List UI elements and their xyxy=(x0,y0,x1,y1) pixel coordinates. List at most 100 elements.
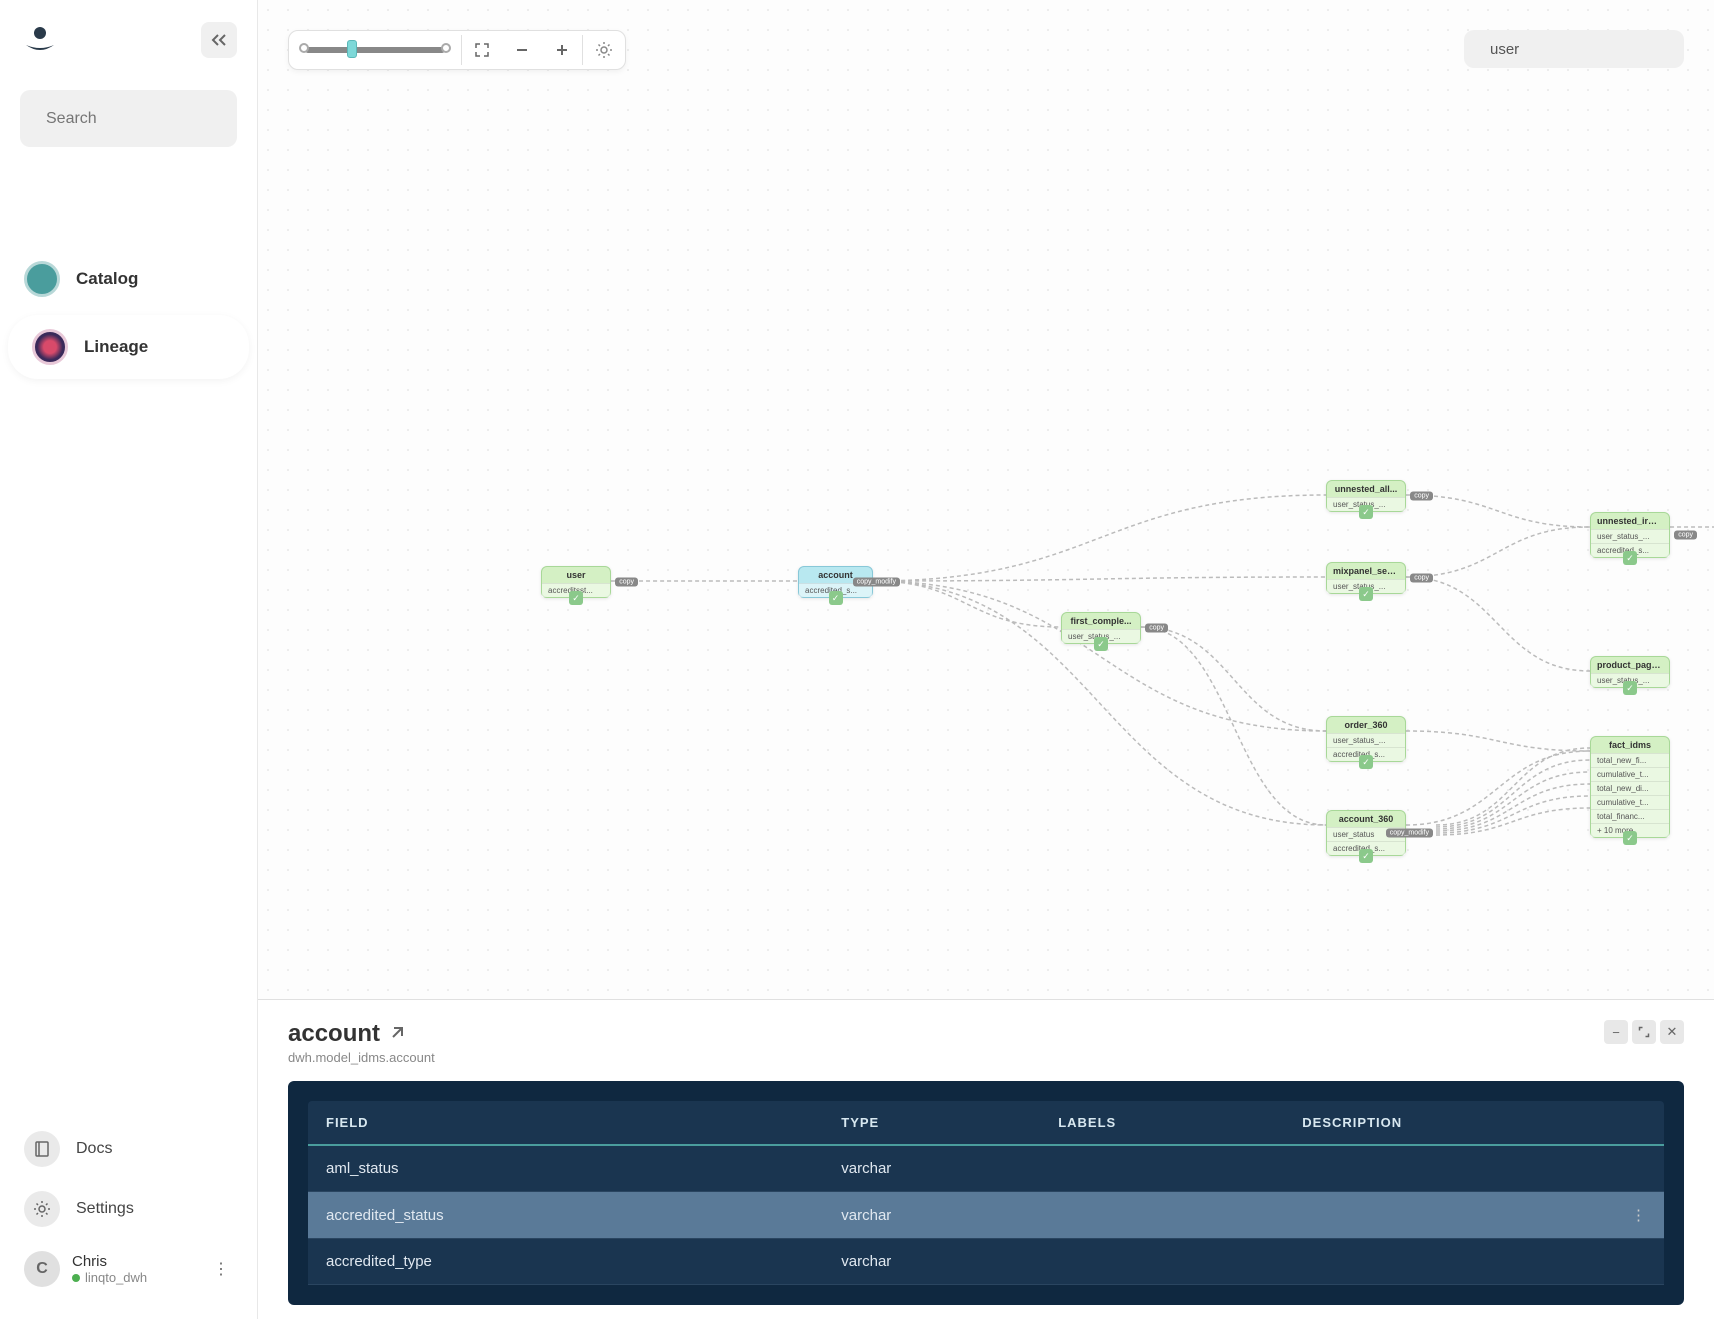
node-field: user_status_... xyxy=(1591,529,1669,543)
expand-icon xyxy=(474,42,490,58)
node-check-icon: ✓ xyxy=(1359,505,1373,519)
canvas-toolbar xyxy=(288,30,626,70)
node-field: user_status_... xyxy=(1327,733,1405,747)
book-icon xyxy=(24,1131,60,1167)
node-title: product_page... xyxy=(1591,657,1669,673)
gear-icon xyxy=(595,41,613,59)
nav-item-lineage[interactable]: Lineage xyxy=(8,315,249,379)
node-field: total_financ... xyxy=(1591,809,1669,823)
expand-button[interactable] xyxy=(462,32,502,68)
lineage-icon xyxy=(32,329,68,365)
detail-title: account xyxy=(288,1020,435,1048)
slider-max xyxy=(441,43,451,53)
node-badge: copy xyxy=(1145,624,1168,633)
table-cell xyxy=(1284,1239,1664,1285)
lineage-node[interactable]: unnested_irm...user_status_...accredited… xyxy=(1590,512,1670,558)
node-check-icon: ✓ xyxy=(829,591,843,605)
depth-slider[interactable] xyxy=(305,47,445,53)
status-dot xyxy=(72,1274,80,1282)
maximize-icon xyxy=(1638,1026,1650,1038)
table-cell: aml_status xyxy=(308,1145,823,1192)
lineage-node[interactable]: account_360user_statusaccredited_s...cop… xyxy=(1326,810,1406,856)
lineage-node[interactable]: order_360user_status_...accredited_s...✓ xyxy=(1326,716,1406,762)
canvas-search[interactable] xyxy=(1464,30,1684,68)
col-field: FIELD xyxy=(308,1101,823,1145)
node-title: account_360 xyxy=(1327,811,1405,827)
user-more-button[interactable]: ⋮ xyxy=(209,1255,233,1283)
nav-label: Catalog xyxy=(76,269,138,289)
sidebar-footer: Docs Settings C Chris linqto_dwh ⋮ xyxy=(0,1099,257,1319)
canvas-search-input[interactable] xyxy=(1490,41,1689,58)
lineage-node[interactable]: accountaccredited_s...copy_modify✓ xyxy=(798,566,873,598)
nav-label: Docs xyxy=(76,1140,112,1158)
lineage-node[interactable]: unnested_all...user_status_...copy✓ xyxy=(1326,480,1406,512)
node-title: user xyxy=(542,567,610,583)
nav-item-docs[interactable]: Docs xyxy=(20,1119,237,1179)
slider-min xyxy=(299,43,309,53)
node-field: cumulative_t... xyxy=(1591,767,1669,781)
table-cell xyxy=(1040,1239,1284,1285)
lineage-node[interactable]: product_page...user_status_...✓ xyxy=(1590,656,1670,688)
nav-label: Lineage xyxy=(84,337,148,357)
table-cell xyxy=(1040,1145,1284,1192)
table-cell: ⋮ xyxy=(1284,1192,1664,1239)
lineage-node[interactable]: useraccreditsst...copy✓ xyxy=(541,566,611,598)
table-row[interactable]: accredited_statusvarchar⋮ xyxy=(308,1192,1664,1239)
nav-section: Catalog Lineage xyxy=(0,247,257,383)
detail-header: account dwh.model_idms.account − ✕ xyxy=(288,1020,1684,1065)
node-check-icon: ✓ xyxy=(1623,551,1637,565)
user-name: Chris xyxy=(72,1253,197,1270)
col-type: TYPE xyxy=(823,1101,1040,1145)
nav-label: Settings xyxy=(76,1200,134,1218)
node-badge: copy xyxy=(1410,492,1433,501)
zoom-in-button[interactable] xyxy=(542,32,582,68)
node-title: order_360 xyxy=(1327,717,1405,733)
nav-item-catalog[interactable]: Catalog xyxy=(0,247,257,311)
detail-actions: − ✕ xyxy=(1604,1020,1684,1044)
lineage-node[interactable]: mixpanel_ses...user_status_...copy✓ xyxy=(1326,562,1406,594)
plus-icon xyxy=(554,42,570,58)
table-cell: varchar xyxy=(823,1239,1040,1285)
col-description: DESCRIPTION xyxy=(1284,1101,1664,1145)
avatar[interactable]: C xyxy=(24,1251,60,1287)
slider-handle[interactable] xyxy=(347,40,357,58)
node-check-icon: ✓ xyxy=(1623,681,1637,695)
node-check-icon: ✓ xyxy=(1094,637,1108,651)
table-row[interactable]: aml_statusvarchar xyxy=(308,1145,1664,1192)
fields-table-wrap: FIELD TYPE LABELS DESCRIPTION aml_status… xyxy=(288,1081,1684,1305)
sidebar-search-input[interactable] xyxy=(46,110,253,128)
canvas-settings-button[interactable] xyxy=(583,31,625,69)
node-field: cumulative_t... xyxy=(1591,795,1669,809)
row-more-button[interactable]: ⋮ xyxy=(1631,1206,1646,1224)
node-title: unnested_all... xyxy=(1327,481,1405,497)
sidebar-header xyxy=(0,0,257,80)
node-badge: copy xyxy=(1410,574,1433,583)
node-title: mixpanel_ses... xyxy=(1327,563,1405,579)
detail-path: dwh.model_idms.account xyxy=(288,1050,435,1065)
zoom-out-button[interactable] xyxy=(502,32,542,68)
detail-panel: account dwh.model_idms.account − ✕ FIELD… xyxy=(258,999,1714,1319)
close-button[interactable]: ✕ xyxy=(1660,1020,1684,1044)
maximize-button[interactable] xyxy=(1632,1020,1656,1044)
zoom-slider-section xyxy=(289,37,461,63)
table-cell xyxy=(1284,1145,1664,1192)
fields-table: FIELD TYPE LABELS DESCRIPTION aml_status… xyxy=(308,1101,1664,1285)
app-logo xyxy=(20,20,60,60)
node-check-icon: ✓ xyxy=(1359,755,1373,769)
node-field: total_new_fi... xyxy=(1591,753,1669,767)
external-link-icon[interactable] xyxy=(388,1026,404,1042)
catalog-icon xyxy=(24,261,60,297)
collapse-sidebar-button[interactable] xyxy=(201,22,237,58)
sidebar-search[interactable]: ⌘ K xyxy=(20,90,237,147)
node-badge: copy_modify xyxy=(1386,829,1433,838)
table-row[interactable]: accredited_typevarchar xyxy=(308,1239,1664,1285)
nav-item-settings[interactable]: Settings xyxy=(20,1179,237,1239)
node-check-icon: ✓ xyxy=(1359,849,1373,863)
minimize-button[interactable]: − xyxy=(1604,1020,1628,1044)
node-badge: copy xyxy=(1674,531,1697,540)
user-row: C Chris linqto_dwh ⋮ xyxy=(20,1239,237,1299)
lineage-node[interactable]: fact_idmstotal_new_fi...cumulative_t...t… xyxy=(1590,736,1670,838)
lineage-node[interactable]: first_comple...user_status_...copy✓ xyxy=(1061,612,1141,644)
table-cell: varchar xyxy=(823,1145,1040,1192)
minus-icon xyxy=(514,42,530,58)
